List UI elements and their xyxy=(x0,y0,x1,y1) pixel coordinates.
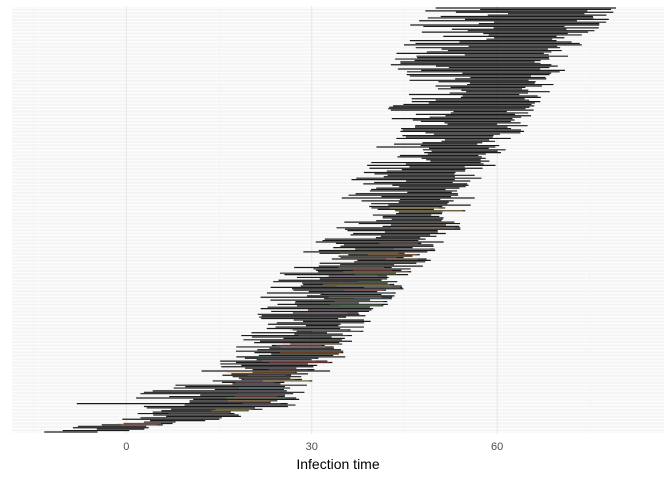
x-tick-label: 30 xyxy=(306,441,318,453)
x-axis-ticks: 0 30 60 xyxy=(123,441,503,453)
infection-segment-overlays xyxy=(116,207,463,426)
x-tick-label: 60 xyxy=(491,441,503,453)
infection-segments xyxy=(44,7,617,433)
x-axis-title: Infection time xyxy=(296,456,379,472)
x-tick-label: 0 xyxy=(123,441,129,453)
